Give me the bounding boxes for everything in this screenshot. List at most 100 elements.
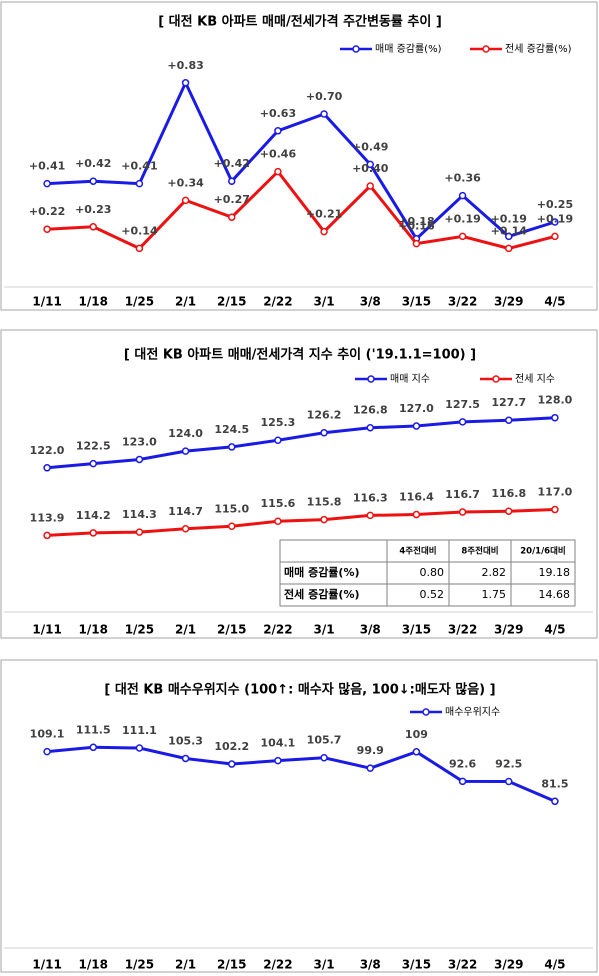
data-label: 127.0 <box>399 402 434 415</box>
point <box>366 182 374 190</box>
data-label: 99.9 <box>357 744 384 757</box>
series-line <box>47 169 556 251</box>
x-tick-label: 1/18 <box>79 958 108 972</box>
data-label: +0.22 <box>29 205 65 218</box>
point <box>181 447 190 455</box>
data-label: 116.3 <box>353 491 388 504</box>
point <box>228 177 236 185</box>
point <box>181 525 190 533</box>
x-tick-label: 3/1 <box>314 295 335 309</box>
data-label: +0.18 <box>398 215 434 228</box>
data-label: +0.36 <box>444 172 481 185</box>
point <box>551 505 559 514</box>
point <box>320 515 328 524</box>
data-label: +0.46 <box>260 148 297 161</box>
data-label: 122.0 <box>30 444 65 457</box>
point <box>135 455 144 464</box>
x-tick-label: 3/29 <box>494 295 523 309</box>
point <box>551 413 559 422</box>
point <box>274 127 282 135</box>
data-label: 92.6 <box>449 757 476 770</box>
point <box>458 191 467 200</box>
data-label: +0.42 <box>75 157 111 170</box>
data-label: +0.16 <box>398 220 435 233</box>
point <box>89 743 97 752</box>
legend-label: 전세 증감률(%) <box>505 43 572 55</box>
x-tick-label: 1/18 <box>79 295 108 309</box>
x-tick-label: 3/8 <box>360 623 381 637</box>
data-label: 127.7 <box>491 396 526 409</box>
table-cell: 19.18 <box>539 566 571 579</box>
data-label: +0.34 <box>167 176 204 189</box>
point <box>366 160 374 169</box>
x-tick-label: 2/1 <box>175 958 196 972</box>
x-tick-label: 2/15 <box>217 295 246 309</box>
data-label: 115.0 <box>214 502 249 515</box>
data-label: 113.9 <box>30 511 65 524</box>
table-cell: 2.82 <box>482 566 507 579</box>
chart-panel: [ 대전 KB 아파트 매매/전세가격 지수 추이 ('19.1.1=100) … <box>0 329 598 639</box>
x-tick-label: 3/8 <box>360 295 381 309</box>
data-label: +0.19 <box>491 212 527 225</box>
table-header: 8주전대비 <box>461 546 498 557</box>
data-label: 92.5 <box>495 758 522 771</box>
x-tick-label: 3/29 <box>494 958 523 972</box>
x-tick-label: 3/29 <box>494 623 523 637</box>
data-label: +0.40 <box>352 162 389 175</box>
point <box>89 459 97 468</box>
x-tick-label: 3/1 <box>314 623 335 637</box>
point <box>551 797 559 806</box>
legend-label: 전세 지수 <box>515 373 555 385</box>
table-cell: 0.80 <box>420 566 445 579</box>
point <box>135 244 144 253</box>
point <box>366 423 374 432</box>
legend-marker <box>422 708 430 716</box>
point <box>412 510 421 519</box>
chart-title: [ 대전 KB 아파트 매매/전세가격 지수 추이 ('19.1.1=100) … <box>124 347 476 363</box>
data-label: +0.21 <box>306 208 342 221</box>
table-header: 20/1/6대비 <box>520 546 566 557</box>
panel-border <box>0 659 598 973</box>
data-label: 124.5 <box>214 423 249 436</box>
legend-marker <box>367 375 375 383</box>
table-bg <box>279 539 576 607</box>
point <box>458 418 467 426</box>
data-label: +0.70 <box>306 90 343 103</box>
point <box>274 517 282 525</box>
data-label: +0.27 <box>214 193 250 206</box>
table-cell: 0.52 <box>420 588 445 601</box>
point <box>505 777 513 786</box>
x-tick-label: 3/8 <box>360 958 381 972</box>
point <box>274 436 282 444</box>
data-label: 115.6 <box>261 497 296 510</box>
data-label: 104.1 <box>261 737 296 750</box>
point <box>43 747 51 756</box>
point <box>412 748 421 756</box>
point <box>320 753 328 762</box>
x-tick-label: 4/5 <box>544 958 565 972</box>
x-tick-label: 4/5 <box>544 623 565 637</box>
point <box>551 232 559 241</box>
data-label: 102.2 <box>214 740 249 753</box>
point <box>412 422 421 430</box>
point <box>43 225 51 233</box>
data-label: 117.0 <box>538 486 573 499</box>
panel-border <box>0 1 598 311</box>
table-row-label: 전세 증감률(%) <box>284 587 360 601</box>
data-label: 127.5 <box>445 398 480 411</box>
point <box>320 428 328 437</box>
legend-marker <box>482 45 490 53</box>
data-label: +0.63 <box>260 107 296 120</box>
legend-marker <box>492 375 500 383</box>
data-label: +0.41 <box>121 160 157 173</box>
data-label: 126.8 <box>353 404 388 417</box>
data-label: +0.42 <box>214 157 250 170</box>
data-label: 124.0 <box>168 427 203 440</box>
x-tick-label: 3/22 <box>448 295 477 309</box>
data-label: 109.1 <box>30 728 65 741</box>
data-label: 111.1 <box>122 724 157 737</box>
point <box>505 416 513 424</box>
x-tick-label: 3/22 <box>448 958 477 972</box>
point <box>412 239 421 248</box>
x-tick-label: 2/22 <box>263 958 292 972</box>
